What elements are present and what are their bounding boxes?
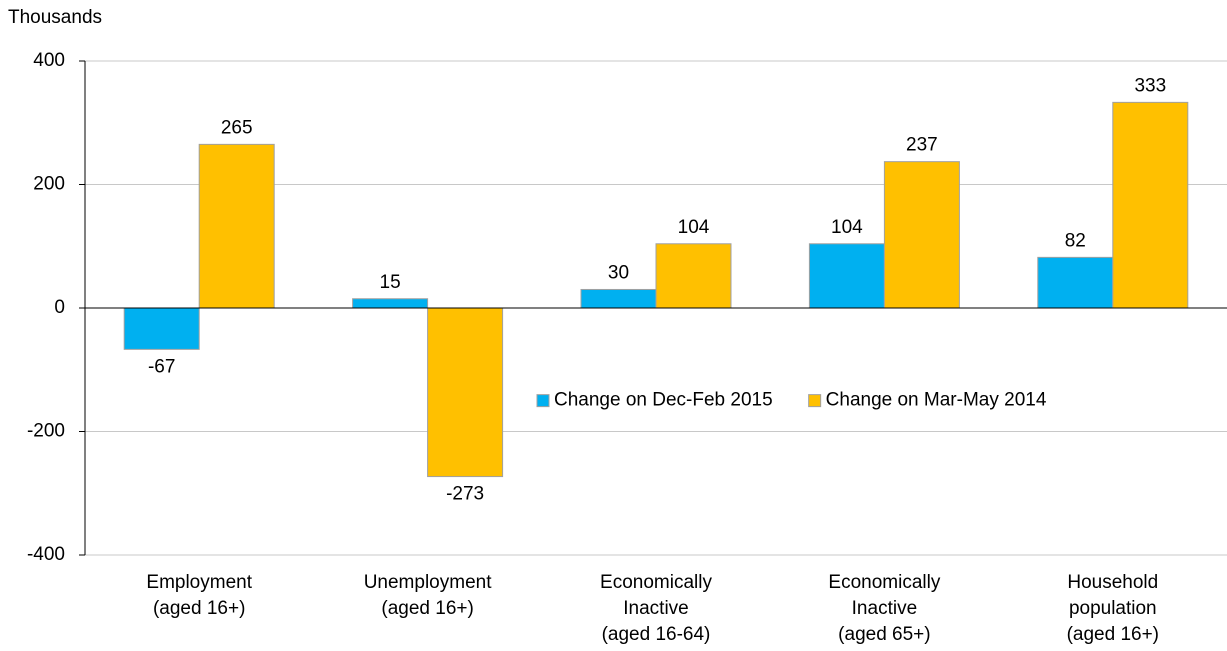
y-tick-label: -400 (27, 544, 65, 565)
x-tick-label-line: Inactive (623, 598, 688, 619)
x-tick-label: Economically Inactive (aged 16-64) (600, 572, 712, 645)
x-tick-label: Employment (aged 16+) (146, 572, 252, 619)
x-tick-label-line: (aged 16-64) (602, 624, 711, 645)
y-tick-label: 0 (54, 297, 65, 318)
legend-swatch (536, 394, 550, 408)
legend-label: Change on Mar-May 2014 (826, 390, 1047, 411)
bar (123, 307, 200, 350)
bar (655, 243, 732, 309)
bar (883, 161, 960, 309)
bar (352, 298, 429, 309)
y-tick-label: -200 (27, 421, 65, 442)
data-label: 265 (221, 117, 253, 138)
data-label: 104 (678, 217, 710, 238)
x-tick-label-line: Employment (146, 572, 252, 593)
data-label: 82 (1065, 230, 1086, 251)
x-tick-label-line: population (1069, 598, 1157, 619)
bar (1112, 101, 1189, 309)
data-label: 333 (1134, 75, 1166, 96)
data-label: -67 (148, 356, 175, 377)
x-tick-label-line: Household (1067, 572, 1158, 593)
y-tick-label: 200 (33, 174, 65, 195)
legend-swatch (808, 394, 822, 408)
x-tick-label-line: (aged 65+) (838, 624, 930, 645)
x-tick-label-line: Economically (828, 572, 940, 593)
x-tick-label-line: Inactive (852, 598, 917, 619)
data-label: 30 (608, 262, 629, 283)
bar (1037, 256, 1114, 309)
legend-label: Change on Dec-Feb 2015 (554, 390, 773, 411)
x-tick-label-line: (aged 16+) (381, 598, 473, 619)
data-label: 237 (906, 135, 938, 156)
bar (198, 143, 275, 309)
y-tick-label: 400 (33, 50, 65, 71)
x-tick-label: Household population (aged 16+) (1067, 572, 1159, 645)
x-tick-label-line: Unemployment (364, 572, 492, 593)
x-tick-label-line: (aged 16+) (1067, 624, 1159, 645)
x-tick-label: Unemployment (aged 16+) (364, 572, 492, 619)
y-axis-label: Thousands (8, 7, 102, 28)
x-tick-label-line: Economically (600, 572, 712, 593)
data-label: -273 (446, 484, 484, 505)
data-label: 15 (380, 272, 401, 293)
bar (427, 307, 504, 478)
bar (808, 243, 885, 309)
x-tick-label-line: (aged 16+) (153, 598, 245, 619)
data-label: 104 (831, 217, 863, 238)
x-tick-label: Economically Inactive (aged 65+) (828, 572, 940, 645)
bar (580, 288, 657, 309)
